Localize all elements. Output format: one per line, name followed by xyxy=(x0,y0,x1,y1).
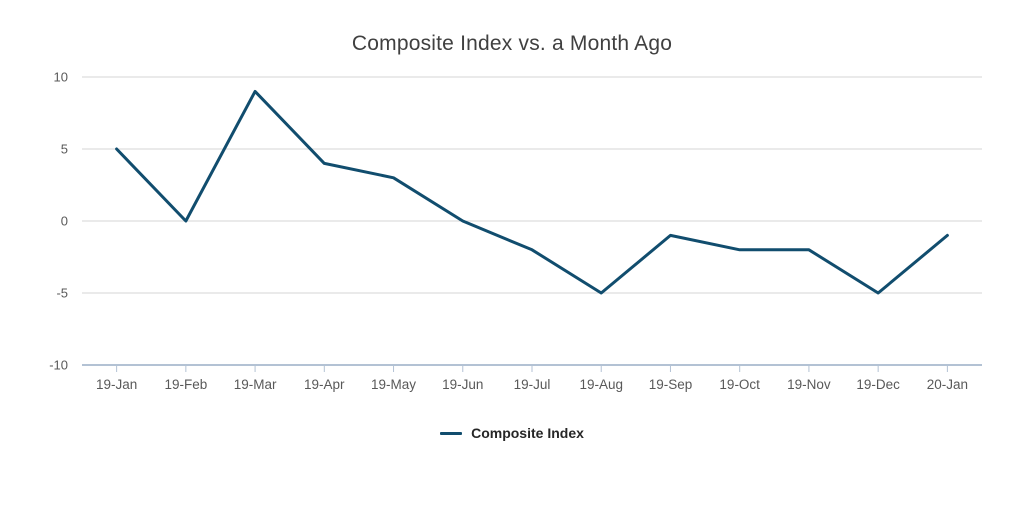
x-axis-tick-label: 20-Jan xyxy=(927,377,968,392)
chart-title: Composite Index vs. a Month Ago xyxy=(351,32,673,55)
x-axis-tick-label: 19-May xyxy=(371,377,416,392)
x-axis-tick-label: 19-Mar xyxy=(234,377,277,392)
y-axis-tick-label: 0 xyxy=(61,214,68,229)
x-axis-tick-label: 19-Jun xyxy=(442,377,483,392)
x-axis-tick-label: 19-Nov xyxy=(787,377,831,392)
composite-index-line[interactable] xyxy=(115,89,949,295)
x-axis-tick-label: 19-Apr xyxy=(304,377,345,392)
legend-line-marker xyxy=(440,431,463,435)
x-axis-tick-label: 19-Sep xyxy=(649,377,693,392)
x-axis-tick-label: 19-Oct xyxy=(719,377,760,392)
x-axis-tick-label: 19-Aug xyxy=(579,377,623,392)
x-axis-tick-label: 19-Dec xyxy=(856,377,900,392)
y-axis-tick-label: -10 xyxy=(49,358,68,373)
x-axis-tick-label: 19-Feb xyxy=(164,377,207,392)
x-axis-tick-label: 19-Jan xyxy=(96,377,137,392)
legend[interactable]: Composite Index xyxy=(0,423,1024,443)
x-axis-tick-label: 19-Jul xyxy=(514,377,551,392)
y-axis-tick-label: 5 xyxy=(61,142,68,157)
y-axis-tick-label: -5 xyxy=(56,286,68,301)
y-axis-tick-label: 10 xyxy=(54,70,68,85)
legend-series-label: Composite Index xyxy=(471,425,584,441)
